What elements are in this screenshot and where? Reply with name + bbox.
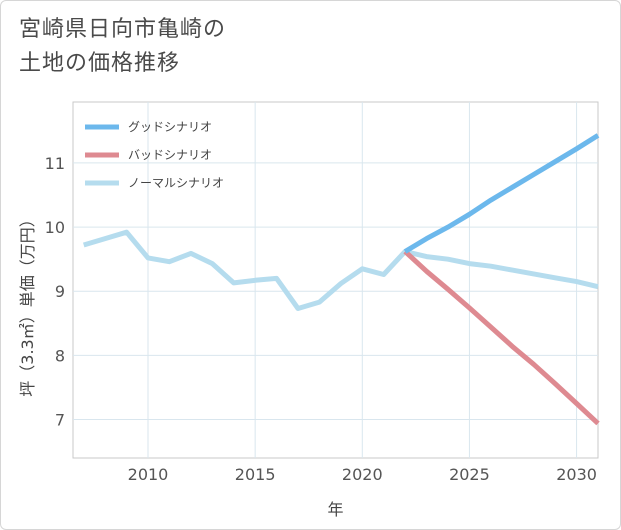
legend-label: バッドシナリオ	[128, 148, 212, 162]
x-tick-label: 2030	[556, 465, 597, 484]
grid-layer	[72, 101, 599, 459]
y-tick-label: 7	[55, 411, 65, 430]
x-tick-labels: 2010 2015 2020 2025 2030	[128, 465, 597, 484]
plot-area	[72, 101, 599, 459]
y-tick-labels: 7 8 9 10 11	[45, 154, 65, 430]
series-line-1	[403, 133, 600, 254]
y-axis-title: 坪（3.3㎡）単価（万円）	[18, 211, 37, 396]
x-axis-title: 年	[327, 500, 343, 519]
y-tick-label: 9	[55, 282, 65, 301]
legend-label: ノーマルシナリオ	[128, 176, 224, 190]
chart-title: 宮崎県日向市亀崎の 土地の価格推移	[19, 17, 227, 76]
series-line-2	[403, 249, 600, 426]
legend-label: グッドシナリオ	[128, 120, 212, 134]
y-tick-label: 11	[45, 154, 65, 173]
x-tick-label: 2020	[342, 465, 383, 484]
series-lines	[82, 133, 600, 426]
x-tick-label: 2010	[128, 465, 169, 484]
y-tick-label: 8	[55, 346, 65, 365]
x-tick-label: 2015	[235, 465, 276, 484]
y-tick-label: 10	[45, 218, 65, 237]
x-tick-label: 2025	[449, 465, 490, 484]
series-line-3	[82, 229, 599, 311]
